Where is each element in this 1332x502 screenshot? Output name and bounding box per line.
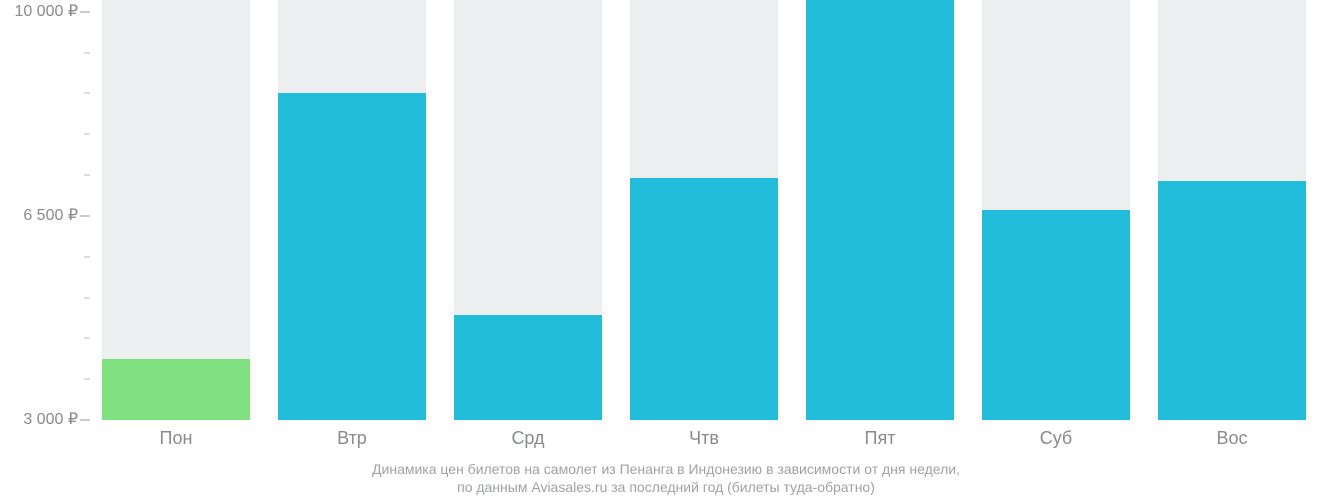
chart-caption: Динамика цен билетов на самолет из Пенан… (0, 460, 1332, 496)
bar (1158, 181, 1306, 420)
y-tick-mark (80, 420, 90, 421)
bar-slot (102, 0, 250, 420)
bar-slot (630, 0, 778, 420)
bar-bg (102, 0, 250, 420)
bar (630, 178, 778, 420)
x-label: Пон (102, 428, 250, 449)
bar-slot (982, 0, 1130, 420)
bar-slot (1158, 0, 1306, 420)
bar-slot (278, 0, 426, 420)
bar (102, 359, 250, 420)
x-label: Вос (1158, 428, 1306, 449)
price-by-weekday-chart: 3 000 ₽ 6 500 ₽ 10 000 ₽ Динамика цен биле… (0, 0, 1332, 502)
bar-slot (454, 0, 602, 420)
bar (806, 0, 954, 420)
bar-slot (806, 0, 954, 420)
bar (982, 210, 1130, 420)
y-axis: 3 000 ₽6 500 ₽10 000 ₽ (0, 0, 90, 420)
x-label: Втр (278, 428, 426, 449)
x-label: Пят (806, 428, 954, 449)
x-label: Суб (982, 428, 1130, 449)
bar (278, 93, 426, 420)
y-tick-mark (80, 215, 90, 216)
y-tick-mark (80, 11, 90, 12)
bar (454, 315, 602, 420)
caption-line-1: Динамика цен билетов на самолет из Пенан… (0, 460, 1332, 478)
y-tick-label: 10 000 ₽ (0, 4, 78, 20)
plot-area (90, 0, 1320, 420)
caption-line-2: по данным Aviasales.ru за последний год … (0, 478, 1332, 496)
y-tick-label: 6 500 ₽ (0, 208, 78, 224)
x-label: Чтв (630, 428, 778, 449)
x-label: Срд (454, 428, 602, 449)
y-tick-label: 3 000 ₽ (0, 412, 78, 428)
